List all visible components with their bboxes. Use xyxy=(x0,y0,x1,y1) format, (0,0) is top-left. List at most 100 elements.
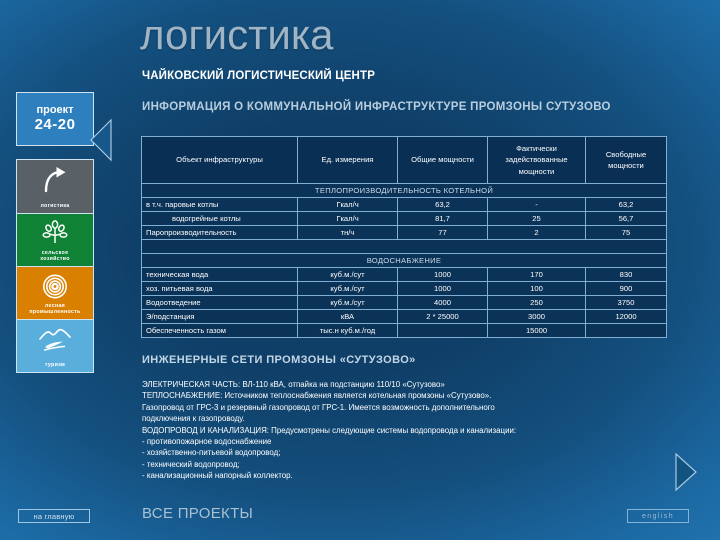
nets-line: - технический водопровод; xyxy=(142,459,240,469)
cell-unit: куб.м./сут xyxy=(297,295,398,311)
table-group-row: ТЕПЛОПРОИЗВОДИТЕЛЬНОСТЬ КОТЕЛЬНОЙ xyxy=(141,183,667,199)
center-name: ЧАЙКОВСКИЙ ЛОГИСТИЧЕСКИЙ ЦЕНТР xyxy=(142,70,376,82)
project-badge-number: 24-20 xyxy=(34,115,76,133)
cell-used: 100 xyxy=(487,281,586,297)
cell-free: 63,2 xyxy=(585,197,667,213)
cell-used: 15000 xyxy=(487,323,586,339)
sidebar: проект 24-20 логистика xyxy=(16,92,94,373)
cell-used: - xyxy=(487,197,586,213)
cell-object: хоз. питьевая вода xyxy=(141,281,298,297)
all-projects-label: ВСЕ ПРОЕКТЫ xyxy=(142,505,254,522)
cell-object: в т.ч. паровые котлы xyxy=(141,197,298,213)
cell-object: Э/подстанция xyxy=(141,309,298,325)
previous-slide-chevron-icon[interactable] xyxy=(88,118,114,162)
cell-unit: кВА xyxy=(297,309,398,325)
home-button-label: на главную xyxy=(33,511,75,521)
mountains-icon xyxy=(38,326,72,353)
english-button-label: english xyxy=(642,512,674,520)
sidebar-item-label: сельское хозяйство xyxy=(40,249,70,263)
sidebar-item-label: лесная промышленность xyxy=(29,302,81,316)
sidebar-item-label: логистика xyxy=(40,203,70,210)
cell-free: 56,7 xyxy=(585,211,667,227)
cell-unit: куб.м./сут xyxy=(297,281,398,297)
cell-unit: куб.м./сут xyxy=(297,267,398,283)
sidebar-item-label: туризм xyxy=(44,362,66,369)
cell-object: Водоотведение xyxy=(141,295,298,311)
cell-object: Паропроизводительность xyxy=(141,225,298,241)
home-button[interactable]: на главную xyxy=(18,509,90,523)
table-spacer-row xyxy=(141,239,667,255)
column-header-free: Свободные мощности xyxy=(585,135,667,185)
cell-object: Обеспеченность газом xyxy=(141,323,298,339)
table-group-row: ВОДОСНАБЖЕНИЕ xyxy=(141,253,667,269)
cell-used: 25 xyxy=(487,211,586,227)
column-header-used: Фактически задействованные мощности xyxy=(487,135,586,185)
cell-total: 77 xyxy=(397,225,488,241)
cell-unit: тыс.н куб.м./год xyxy=(297,323,398,339)
table-row: Водоотведение куб.м./сут 4000 250 3750 xyxy=(141,295,667,311)
cell-unit: тн/ч xyxy=(297,225,398,241)
sidebar-item-agriculture[interactable]: сельское хозяйство xyxy=(17,213,93,266)
cell-total: 4000 xyxy=(397,295,488,311)
cell-free: 900 xyxy=(585,281,667,297)
cell-used: 170 xyxy=(487,267,586,283)
nets-title: ИНЖЕНЕРНЫЕ СЕТИ ПРОМЗОНЫ «СУТУЗОВО» xyxy=(142,354,416,366)
cell-unit: Гкал/ч xyxy=(297,197,398,213)
arrow-curve-icon xyxy=(40,166,70,193)
cell-free: 75 xyxy=(585,225,667,241)
table-row: в т.ч. паровые котлы Гкал/ч 63,2-63,2 xyxy=(141,197,667,213)
cell-used: 250 xyxy=(487,295,586,311)
column-header-object: Объект инфраструктуры xyxy=(141,135,298,185)
all-projects-link[interactable]: ВСЕ ПРОЕКТЫ xyxy=(142,505,253,522)
infrastructure-table: Объект инфраструктуры Ед. измерения Общи… xyxy=(141,135,667,339)
cell-total: 63,2 xyxy=(397,197,488,213)
sidebar-item-logistics[interactable]: логистика xyxy=(17,160,93,213)
tree-rings-icon xyxy=(40,273,70,300)
cell-free: 830 xyxy=(585,267,667,283)
sidebar-item-tourism[interactable]: туризм xyxy=(17,319,93,372)
table-header-row: Объект инфраструктуры Ед. измерения Общи… xyxy=(141,135,667,185)
nets-line: ВОДОПРОВОД И КАНАЛИЗАЦИЯ: Предусмотрены … xyxy=(142,425,517,435)
nets-body: ЭЛЕКТРИЧЕСКАЯ ЧАСТЬ: ВЛ-110 кВА, отпайка… xyxy=(142,379,654,482)
cell-used: 3000 xyxy=(487,309,586,325)
cell-object: водогрейные котлы xyxy=(141,211,298,227)
table-row: Э/подстанция кВА 2 * 25000 3000 12000 xyxy=(141,309,667,325)
plant-icon xyxy=(40,220,70,247)
sidebar-item-forestry[interactable]: лесная промышленность xyxy=(17,266,93,319)
column-header-total: Общие мощности xyxy=(397,135,488,185)
english-button[interactable]: english xyxy=(627,509,689,523)
nets-line: ЭЛЕКТРИЧЕСКАЯ ЧАСТЬ: ВЛ-110 кВА, отпайка… xyxy=(142,380,445,389)
section-title: ИНФОРМАЦИЯ О КОММУНАЛЬНОЙ ИНФРАСТРУКТУРЕ… xyxy=(142,101,611,113)
cell-total xyxy=(397,323,488,339)
project-badge-word: проект xyxy=(36,104,74,117)
project-badge[interactable]: проект 24-20 xyxy=(16,92,94,146)
nets-line: подключения к газопроводу. xyxy=(142,414,245,424)
cell-total: 1000 xyxy=(397,281,488,297)
table-group-title: ТЕПЛОПРОИЗВОДИТЕЛЬНОСТЬ КОТЕЛЬНОЙ xyxy=(141,183,667,199)
table-row: хоз. питьевая вода куб.м./сут 1000 100 900 xyxy=(141,281,667,297)
column-header-unit: Ед. измерения xyxy=(297,135,398,185)
cell-total: 2 * 25000 xyxy=(397,309,488,325)
cell-free xyxy=(585,323,667,339)
cell-used: 2 xyxy=(487,225,586,241)
table-body: ТЕПЛОПРОИЗВОДИТЕЛЬНОСТЬ КОТЕЛЬНОЙ в т.ч. … xyxy=(141,183,667,339)
cell-total: 81,7 xyxy=(397,211,488,227)
nets-line: ТЕПЛОСНАБЖЕНИЕ: Источником теплоснабжени… xyxy=(142,391,492,401)
table-row: Обеспеченность газом тыс.н куб.м./год 1500… xyxy=(141,323,667,339)
table-row: Паропроизводительность тн/ч 77 2 75 xyxy=(141,225,667,241)
nets-line: - противопожарное водоснабжение xyxy=(142,437,272,447)
cell-free: 3750 xyxy=(585,295,667,311)
table-group-title: ВОДОСНАБЖЕНИЕ xyxy=(141,253,667,269)
category-list: логистика xyxy=(16,159,94,373)
cell-unit: Гкал/ч xyxy=(297,211,398,227)
nets-line: - хозяйственно-питьевой водопровод; xyxy=(142,448,281,458)
cell-free: 12000 xyxy=(585,309,667,325)
table-row: техническая вода куб.м./сут 1000 170 830 xyxy=(141,267,667,283)
cell-object: техническая вода xyxy=(141,267,298,283)
next-slide-arrow-icon[interactable] xyxy=(673,452,699,492)
nets-line: Газопровод от ГРС-3 и резервный газопров… xyxy=(142,402,495,412)
nets-line: - канализационный напорный коллектор. xyxy=(142,471,293,481)
page-title: логистика xyxy=(140,11,334,58)
table-row: водогрейные котлы Гкал/ч 81,7 25 56,7 xyxy=(141,211,667,227)
